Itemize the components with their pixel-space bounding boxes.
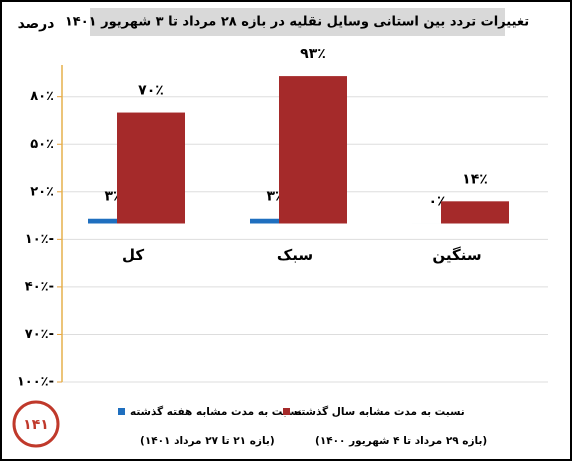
- bar: [250, 218, 300, 224]
- chart-title: تغییرات تردد بین استانی وسایل نقلیه در ب…: [65, 15, 529, 30]
- legend-label: نسبت به مدت مشابه هفته گذشته: [130, 405, 302, 418]
- legend-label: نسبت به مدت مشابه سال گذشته: [295, 405, 465, 418]
- x-tick-label: سبک: [277, 246, 313, 264]
- title-box: [90, 8, 505, 36]
- x-tick-label: کل: [122, 246, 144, 264]
- y-tick-label: ۱۰۰٪-: [17, 375, 54, 390]
- legend-period: (بازه ۲۱ تا ۲۷ مرداد ۱۴۰۱): [140, 435, 275, 447]
- data-label: ۱۴٪: [462, 171, 488, 187]
- bar: [88, 218, 138, 224]
- y-tick-label: ۵۰٪: [30, 137, 54, 152]
- bar: [117, 112, 185, 224]
- y-tick-label: ۱۰٪-: [25, 232, 54, 247]
- logo-ring: [12, 400, 60, 448]
- y-axis-label: درصد: [18, 16, 55, 32]
- bar: [279, 76, 347, 224]
- bar: [441, 201, 509, 224]
- legend-period: (بازه ۲۹ مرداد تا ۴ شهریور ۱۴۰۰): [315, 435, 487, 447]
- data-label: ۷۰٪: [138, 83, 164, 99]
- data-label: ۹۳٪: [300, 46, 326, 62]
- legend-swatch: [283, 408, 290, 415]
- logo-text: ۱۴۱: [23, 417, 49, 433]
- y-tick-label: ۴۰٪-: [25, 279, 54, 294]
- x-tick-label: سنگین: [432, 246, 481, 264]
- y-tick-label: ۸۰٪: [30, 89, 54, 104]
- logo: ۱۴۱: [12, 400, 60, 448]
- y-tick-label: ۲۰٪: [30, 184, 54, 199]
- legend-swatch: [118, 408, 125, 415]
- y-tick-label: ۷۰٪-: [25, 327, 54, 342]
